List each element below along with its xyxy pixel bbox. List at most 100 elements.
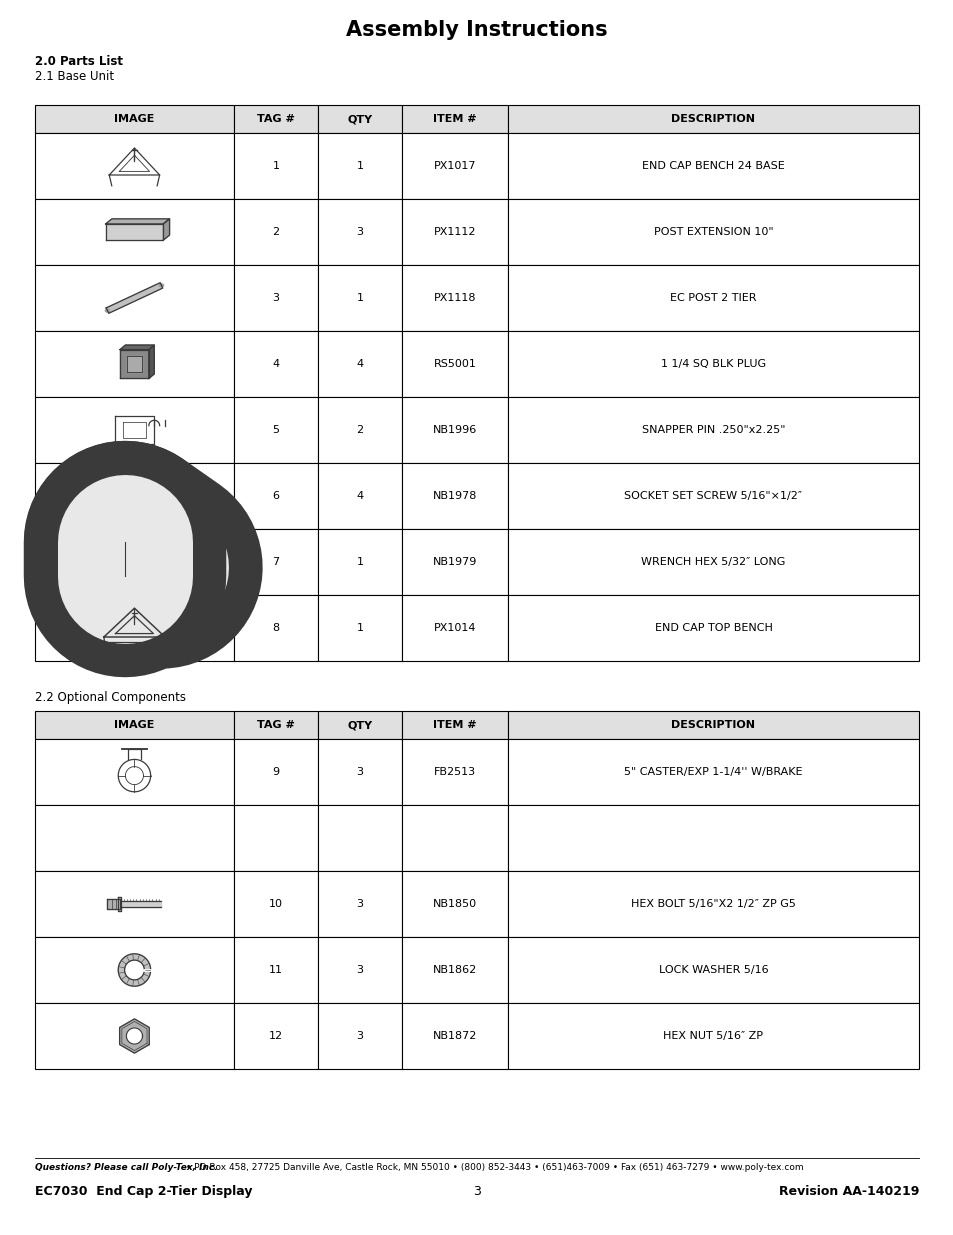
Text: NB1850: NB1850 bbox=[433, 899, 476, 909]
Text: END CAP BENCH 24 BASE: END CAP BENCH 24 BASE bbox=[641, 161, 784, 170]
Bar bbox=[401, 105, 507, 133]
Bar bbox=[35, 739, 233, 805]
Polygon shape bbox=[106, 224, 163, 240]
Text: EC POST 2 TIER: EC POST 2 TIER bbox=[670, 293, 756, 303]
Text: 8: 8 bbox=[272, 622, 279, 634]
Text: PX1017: PX1017 bbox=[434, 161, 476, 170]
Polygon shape bbox=[119, 1019, 149, 1053]
Text: 1: 1 bbox=[356, 161, 363, 170]
Bar bbox=[35, 937, 233, 1003]
Text: 5" CASTER/EXP 1-1/4'' W/BRAKE: 5" CASTER/EXP 1-1/4'' W/BRAKE bbox=[623, 767, 801, 777]
Bar bbox=[507, 805, 918, 871]
Bar bbox=[401, 805, 507, 871]
Text: TAG #: TAG # bbox=[256, 114, 294, 124]
Bar bbox=[35, 331, 233, 396]
Text: WRENCH HEX 5/32″ LONG: WRENCH HEX 5/32″ LONG bbox=[640, 557, 785, 567]
Text: TAG #: TAG # bbox=[256, 720, 294, 730]
Text: Revision AA-140219: Revision AA-140219 bbox=[778, 1186, 918, 1198]
Text: 2.0 Parts List: 2.0 Parts List bbox=[35, 56, 123, 68]
Polygon shape bbox=[121, 472, 148, 480]
Bar bbox=[401, 133, 507, 199]
Text: 9: 9 bbox=[272, 767, 279, 777]
Bar bbox=[401, 396, 507, 463]
Text: 11: 11 bbox=[269, 965, 283, 974]
Text: 3: 3 bbox=[356, 965, 363, 974]
Bar bbox=[507, 331, 918, 396]
Bar bbox=[507, 739, 918, 805]
Text: 4: 4 bbox=[355, 359, 363, 369]
Bar bbox=[35, 529, 233, 595]
Polygon shape bbox=[126, 1028, 142, 1044]
Text: 12: 12 bbox=[269, 1031, 283, 1041]
Text: 2.2 Optional Components: 2.2 Optional Components bbox=[35, 692, 186, 704]
Polygon shape bbox=[106, 219, 170, 224]
Bar bbox=[401, 529, 507, 595]
Polygon shape bbox=[121, 511, 148, 520]
Text: 4: 4 bbox=[272, 359, 279, 369]
Text: PX1118: PX1118 bbox=[434, 293, 476, 303]
Text: 1: 1 bbox=[356, 293, 363, 303]
Bar bbox=[401, 711, 507, 739]
Bar bbox=[233, 739, 317, 805]
Bar bbox=[317, 805, 401, 871]
Text: POST EXTENSION 10": POST EXTENSION 10" bbox=[653, 227, 773, 237]
Polygon shape bbox=[163, 219, 170, 240]
Polygon shape bbox=[120, 345, 154, 350]
Bar bbox=[35, 595, 233, 661]
Bar bbox=[233, 871, 317, 937]
Bar bbox=[233, 711, 317, 739]
Bar bbox=[401, 595, 507, 661]
Bar bbox=[401, 331, 507, 396]
Text: 1: 1 bbox=[356, 622, 363, 634]
Polygon shape bbox=[127, 356, 142, 372]
Polygon shape bbox=[105, 309, 110, 312]
Text: NB1996: NB1996 bbox=[433, 425, 476, 435]
Polygon shape bbox=[120, 350, 149, 378]
Bar bbox=[35, 1003, 233, 1070]
Text: 2: 2 bbox=[355, 425, 363, 435]
Text: 2: 2 bbox=[272, 227, 279, 237]
Bar bbox=[35, 199, 233, 266]
Text: HEX NUT 5/16″ ZP: HEX NUT 5/16″ ZP bbox=[662, 1031, 762, 1041]
Text: ITEM #: ITEM # bbox=[433, 114, 476, 124]
Text: • PO Box 458, 27725 Danville Ave, Castle Rock, MN 55010 • (800) 852-3443 • (651): • PO Box 458, 27725 Danville Ave, Castle… bbox=[183, 1163, 802, 1172]
Text: QTY: QTY bbox=[347, 720, 372, 730]
Bar bbox=[317, 266, 401, 331]
Bar bbox=[35, 871, 233, 937]
Text: DESCRIPTION: DESCRIPTION bbox=[671, 114, 755, 124]
Polygon shape bbox=[159, 284, 163, 287]
Bar bbox=[507, 711, 918, 739]
Bar bbox=[317, 133, 401, 199]
Bar bbox=[35, 805, 233, 871]
Bar bbox=[317, 199, 401, 266]
Bar bbox=[233, 133, 317, 199]
Bar bbox=[233, 805, 317, 871]
Bar bbox=[507, 937, 918, 1003]
Bar bbox=[317, 331, 401, 396]
Bar bbox=[35, 463, 233, 529]
Bar bbox=[507, 396, 918, 463]
Text: Assembly Instructions: Assembly Instructions bbox=[346, 20, 607, 40]
Bar bbox=[507, 463, 918, 529]
Bar bbox=[507, 133, 918, 199]
Bar bbox=[35, 133, 233, 199]
Text: IMAGE: IMAGE bbox=[114, 720, 154, 730]
Text: EC7030  End Cap 2-Tier Display: EC7030 End Cap 2-Tier Display bbox=[35, 1186, 253, 1198]
Text: 2.1 Base Unit: 2.1 Base Unit bbox=[35, 70, 114, 83]
Bar bbox=[401, 1003, 507, 1070]
Bar bbox=[317, 105, 401, 133]
Bar bbox=[507, 199, 918, 266]
Bar bbox=[507, 266, 918, 331]
Bar bbox=[507, 595, 918, 661]
Text: 3: 3 bbox=[473, 1186, 480, 1198]
Bar bbox=[401, 463, 507, 529]
Bar bbox=[401, 871, 507, 937]
Text: Questions? Please call Poly-Tex, Inc.: Questions? Please call Poly-Tex, Inc. bbox=[35, 1163, 217, 1172]
Text: 7: 7 bbox=[272, 557, 279, 567]
Text: LOCK WASHER 5/16: LOCK WASHER 5/16 bbox=[658, 965, 767, 974]
Polygon shape bbox=[108, 899, 120, 909]
Bar bbox=[233, 331, 317, 396]
Text: 3: 3 bbox=[356, 899, 363, 909]
Polygon shape bbox=[149, 345, 154, 378]
Bar bbox=[317, 937, 401, 1003]
